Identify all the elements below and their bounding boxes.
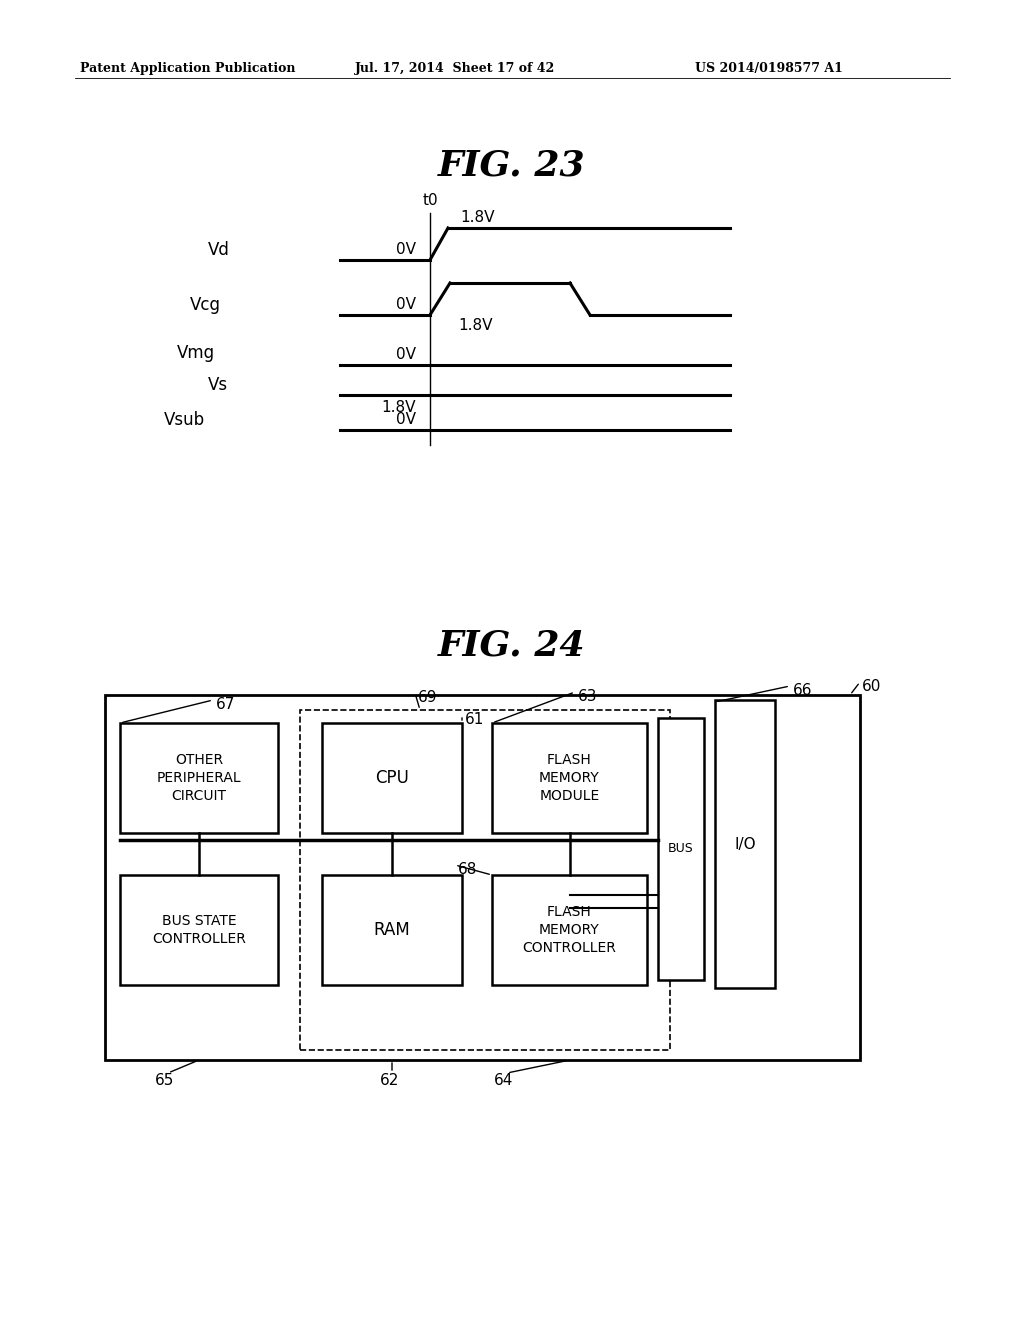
Text: 68: 68 xyxy=(458,862,477,876)
Text: BUS: BUS xyxy=(668,842,694,855)
Text: RAM: RAM xyxy=(374,921,411,939)
Text: 0V: 0V xyxy=(396,412,416,426)
Text: 0V: 0V xyxy=(396,297,416,312)
Bar xyxy=(492,875,647,985)
Text: Vcg: Vcg xyxy=(190,296,221,314)
Text: US 2014/0198577 A1: US 2014/0198577 A1 xyxy=(695,62,843,75)
Text: Vd: Vd xyxy=(208,242,230,259)
Text: CPU: CPU xyxy=(375,770,409,787)
Text: 0V: 0V xyxy=(396,242,416,257)
Bar xyxy=(105,696,860,1060)
Text: FLASH
MEMORY
CONTROLLER: FLASH MEMORY CONTROLLER xyxy=(522,904,616,956)
Bar xyxy=(492,723,647,833)
Text: Vs: Vs xyxy=(208,376,228,393)
Text: 60: 60 xyxy=(862,678,882,694)
Text: 64: 64 xyxy=(494,1073,513,1088)
Text: 63: 63 xyxy=(578,689,597,704)
Bar xyxy=(322,723,462,833)
Bar xyxy=(322,875,462,985)
Text: FIG. 23: FIG. 23 xyxy=(438,148,586,182)
Text: 1.8V: 1.8V xyxy=(460,210,495,224)
Text: OTHER
PERIPHERAL
CIRCUIT: OTHER PERIPHERAL CIRCUIT xyxy=(157,752,242,804)
Text: 1.8V: 1.8V xyxy=(382,400,416,414)
Text: 69: 69 xyxy=(418,690,437,705)
Text: 1.8V: 1.8V xyxy=(458,318,493,333)
Text: Patent Application Publication: Patent Application Publication xyxy=(80,62,296,75)
Text: Jul. 17, 2014  Sheet 17 of 42: Jul. 17, 2014 Sheet 17 of 42 xyxy=(355,62,555,75)
Bar xyxy=(120,723,278,833)
Bar xyxy=(658,718,705,979)
Text: 0V: 0V xyxy=(396,347,416,362)
Text: t0: t0 xyxy=(422,193,438,209)
Bar xyxy=(120,875,278,985)
Text: Vsub: Vsub xyxy=(164,411,205,429)
Text: 67: 67 xyxy=(216,697,236,711)
Text: I/O: I/O xyxy=(734,837,756,851)
Text: 61: 61 xyxy=(465,711,484,727)
Text: Vmg: Vmg xyxy=(177,345,215,362)
Text: FLASH
MEMORY
MODULE: FLASH MEMORY MODULE xyxy=(539,752,600,804)
Text: 66: 66 xyxy=(793,682,812,698)
Text: BUS STATE
CONTROLLER: BUS STATE CONTROLLER xyxy=(152,913,246,946)
Text: FIG. 24: FIG. 24 xyxy=(438,628,586,663)
Text: 65: 65 xyxy=(155,1073,174,1088)
Bar xyxy=(715,700,775,987)
Text: 62: 62 xyxy=(380,1073,399,1088)
Bar xyxy=(300,710,670,1049)
